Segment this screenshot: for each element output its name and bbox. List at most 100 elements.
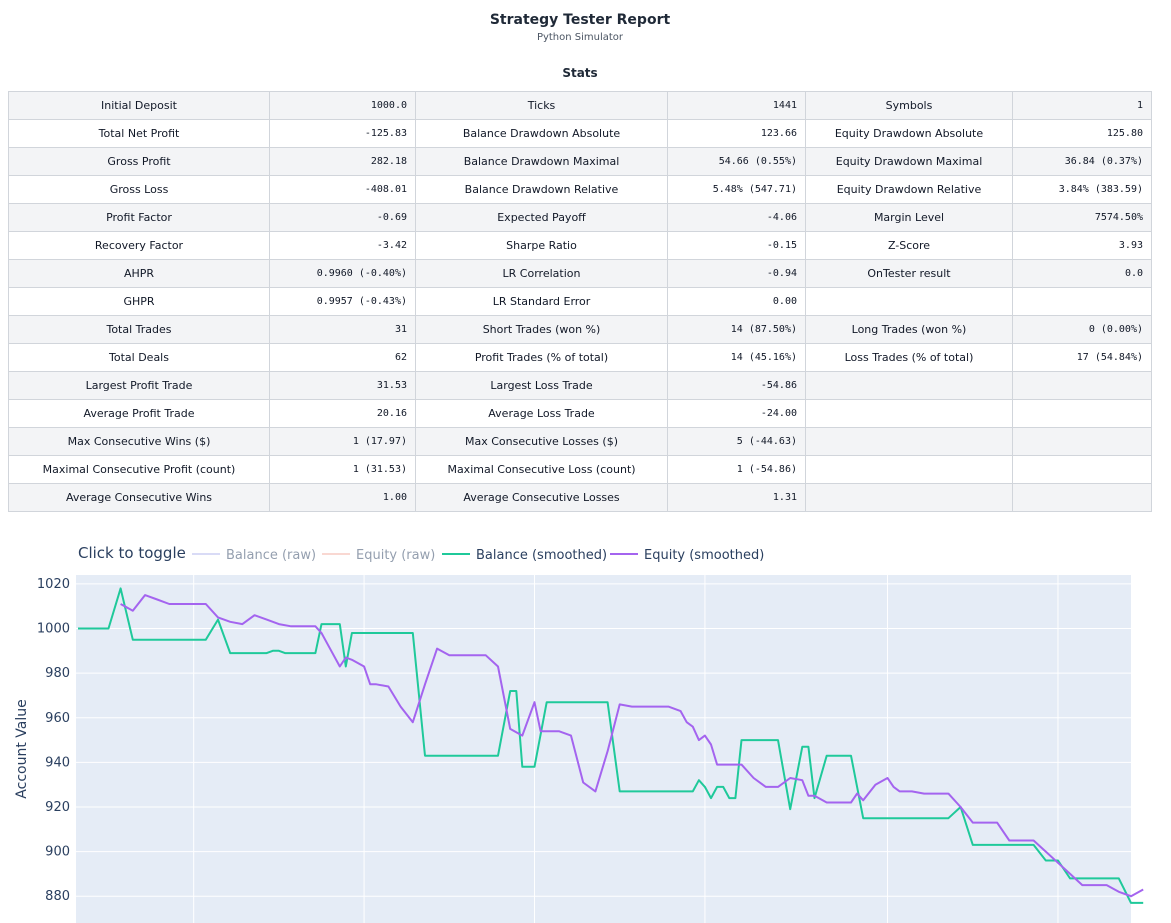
legend-label: Balance (raw) [226, 548, 316, 563]
stat-value: -408.01 [269, 175, 416, 204]
stat-label [805, 399, 1013, 428]
stat-label: Total Deals [8, 343, 270, 372]
plot-area [76, 575, 1131, 923]
stat-label: Z-Score [805, 231, 1013, 260]
stat-value: 1.00 [269, 483, 416, 512]
stat-label: Recovery Factor [8, 231, 270, 260]
stat-value: -3.42 [269, 231, 416, 260]
stat-label: Max Consecutive Wins ($) [8, 427, 270, 456]
stat-value: 1.31 [667, 483, 806, 512]
stat-value: 282.18 [269, 147, 416, 176]
stat-label [805, 483, 1013, 512]
stat-value: 14 (87.50%) [667, 315, 806, 344]
stat-value: 1 (17.97) [269, 427, 416, 456]
stat-value: 54.66 (0.55%) [667, 147, 806, 176]
stat-value: 7574.50% [1012, 203, 1152, 232]
stat-label: Total Trades [8, 315, 270, 344]
report-title: Strategy Tester Report [489, 12, 671, 28]
stats-row: Initial Deposit 1000.0 Ticks 1441 Symbols 1 [8, 91, 1152, 120]
legend-title: Click to toggle [78, 544, 186, 562]
stat-value [1012, 455, 1152, 484]
y-tick-label: 980 [45, 666, 70, 681]
stat-label: Average Consecutive Losses [415, 483, 668, 512]
stats-row: AHPR 0.9960 (-0.40%) LR Correlation -0.94 On… [8, 259, 1152, 288]
stat-label [805, 427, 1013, 456]
y-tick-label: 1000 [37, 622, 70, 637]
stat-label: Profit Factor [8, 203, 270, 232]
stat-value: 1441 [667, 91, 806, 120]
stat-label: Average Loss Trade [415, 399, 668, 428]
stats-row: Gross Profit 282.18 Balance Drawdown Maxim… [8, 147, 1152, 176]
stats-row: Total Trades 31 Short Trades (won %) 14 (87… [8, 315, 1152, 344]
stats-row: Average Profit Trade 20.16 Average Loss Tr… [8, 399, 1152, 428]
stats-row: Max Consecutive Wins ($) 1 (17.97) Max Con… [8, 427, 1152, 456]
report-subtitle: Python Simulator [536, 32, 624, 43]
stats-row: Profit Factor -0.69 Expected Payoff -4.06 Ma… [8, 203, 1152, 232]
account-value-chart: Jan 11Jan 25Feb 8Feb 22Mar 8Mar 22 88090… [14, 544, 1144, 923]
stat-label: Largest Loss Trade [415, 371, 668, 400]
legend-item-balance-raw[interactable]: Balance (raw) [192, 548, 316, 563]
stat-value: 5 (-44.63) [667, 427, 806, 456]
stat-value [1012, 483, 1152, 512]
stat-label: Profit Trades (% of total) [415, 343, 668, 372]
stat-label: Equity Drawdown Absolute [805, 119, 1013, 148]
stats-row: GHPR 0.9957 (-0.43%) LR Standard Error 0.00 [8, 287, 1152, 316]
stat-value: -0.15 [667, 231, 806, 260]
stat-label: Maximal Consecutive Loss (count) [415, 455, 668, 484]
y-tick-label: 880 [45, 889, 70, 904]
stats-row: Maximal Consecutive Profit (count) 1 (31.… [8, 455, 1152, 484]
stat-value: 3.84% (383.59) [1012, 175, 1152, 204]
stat-value: 0 (0.00%) [1012, 315, 1152, 344]
stat-value: 62 [269, 343, 416, 372]
stat-value: -0.94 [667, 259, 806, 288]
stats-table: Initial Deposit 1000.0 Ticks 1441 Symbols 1 To… [8, 91, 1152, 512]
stat-label [805, 287, 1013, 316]
stat-label: Equity Drawdown Maximal [805, 147, 1013, 176]
stat-value: -54.86 [667, 371, 806, 400]
stat-value: 17 (54.84%) [1012, 343, 1152, 372]
legend-label: Equity (smoothed) [644, 548, 764, 563]
y-tick-label: 900 [45, 845, 70, 860]
stat-value: -24.00 [667, 399, 806, 428]
stat-label: GHPR [8, 287, 270, 316]
y-tick-label: 960 [45, 711, 70, 726]
stat-label: Ticks [415, 91, 668, 120]
legend-label: Equity (raw) [356, 548, 435, 563]
legend-item-equity-smoothed[interactable]: Equity (smoothed) [610, 548, 764, 563]
stat-value: 20.16 [269, 399, 416, 428]
stat-label: Balance Drawdown Relative [415, 175, 668, 204]
stat-value [1012, 427, 1152, 456]
stat-value: 14 (45.16%) [667, 343, 806, 372]
stat-label: Long Trades (won %) [805, 315, 1013, 344]
stat-label: Sharpe Ratio [415, 231, 668, 260]
legend-label: Balance (smoothed) [476, 548, 607, 563]
stat-label: Average Consecutive Wins [8, 483, 270, 512]
stat-label: Short Trades (won %) [415, 315, 668, 344]
legend-item-balance-smoothed[interactable]: Balance (smoothed) [442, 548, 607, 563]
stat-label: OnTester result [805, 259, 1013, 288]
stats-row: Recovery Factor -3.42 Sharpe Ratio -0.15 Z-S… [8, 231, 1152, 260]
stats-title: Stats [562, 66, 598, 80]
stat-value: -125.83 [269, 119, 416, 148]
stat-label: Max Consecutive Losses ($) [415, 427, 668, 456]
stat-label: Balance Drawdown Maximal [415, 147, 668, 176]
stat-value: 123.66 [667, 119, 806, 148]
y-axis-label: Account Value [14, 699, 30, 798]
stat-value: 1 [1012, 91, 1152, 120]
legend-item-equity-raw[interactable]: Equity (raw) [322, 548, 435, 563]
stats-row: Average Consecutive Wins 1.00 Average Cons… [8, 483, 1152, 512]
y-tick-label: 1020 [37, 577, 70, 592]
stat-label [805, 455, 1013, 484]
stat-value: 36.84 (0.37%) [1012, 147, 1152, 176]
stat-value: 5.48% (547.71) [667, 175, 806, 204]
stat-label [805, 371, 1013, 400]
stat-value: 31 [269, 315, 416, 344]
stat-label: Initial Deposit [8, 91, 270, 120]
stat-value: 1 (31.53) [269, 455, 416, 484]
stat-value: -0.69 [269, 203, 416, 232]
stat-label: LR Standard Error [415, 287, 668, 316]
stat-value: 1000.0 [269, 91, 416, 120]
stat-value [1012, 399, 1152, 428]
stat-label: Gross Loss [8, 175, 270, 204]
stat-value: 0.9960 (-0.40%) [269, 259, 416, 288]
